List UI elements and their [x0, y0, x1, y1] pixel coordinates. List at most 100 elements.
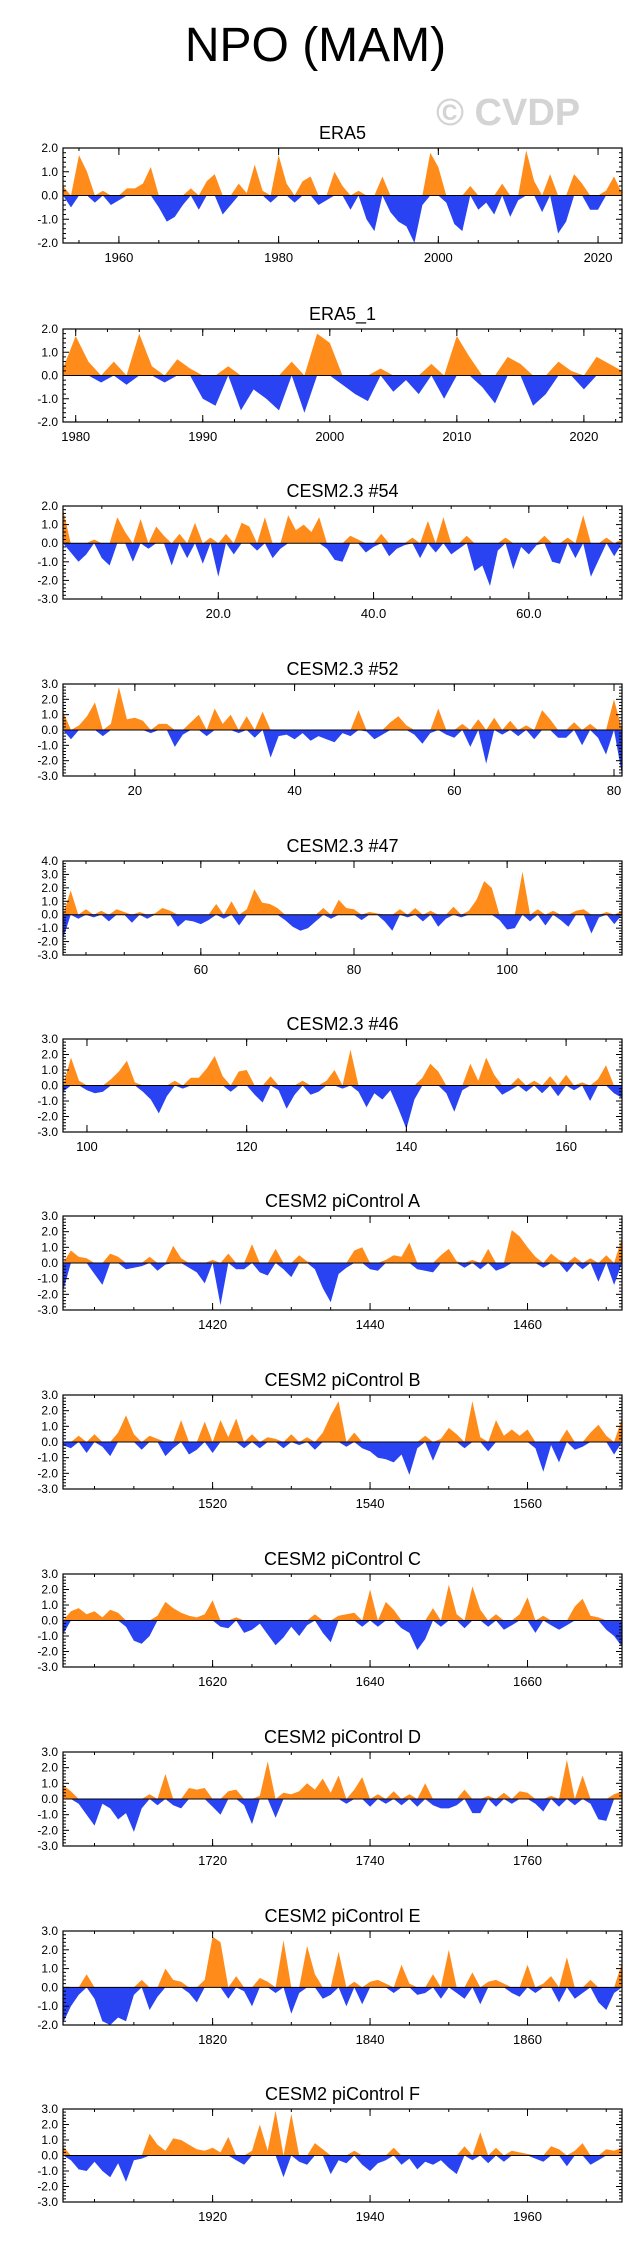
x-tick-label: 1860	[513, 2032, 542, 2047]
plot-frame	[62, 1930, 623, 2026]
x-tick-label: 1840	[356, 2032, 385, 2047]
x-tick-label: 1980	[264, 250, 293, 265]
series-positive-area	[63, 1759, 622, 1799]
plot-frame	[62, 505, 623, 600]
y-tick-label: -3.0	[37, 592, 58, 606]
series-positive-area	[63, 1049, 622, 1086]
y-tick-label: -2.0	[37, 1823, 58, 1837]
x-tick-label: 1620	[198, 1674, 227, 1689]
series-negative-area	[63, 2155, 622, 2182]
x-tick-label: 60.0	[516, 606, 541, 621]
chart-panel: CESM2 piControl A 3.0 2.01.0 0.0 -1.0-2.0 -3.…	[37, 1191, 623, 1332]
y-tick-label: -2.0	[37, 2180, 58, 2194]
y-tick-label: -1.0	[37, 1451, 58, 1465]
chart-title: CESM2.3 #46	[286, 1014, 398, 1034]
series-negative-area	[63, 1799, 622, 1832]
y-tick-label: 1.0	[41, 518, 58, 532]
x-tick-label: 1820	[198, 2032, 227, 2047]
y-tick-label: -3.0	[37, 1839, 58, 1853]
series-positive-area	[63, 687, 622, 730]
y-tick-label: -3.0	[37, 1303, 58, 1317]
y-tick-label: -1.0	[37, 738, 58, 752]
x-tick-label: 1420	[198, 1317, 227, 1332]
x-tick-label: 60	[194, 962, 208, 977]
x-tick-label: 1460	[513, 1317, 542, 1332]
y-tick-label: -1.0	[37, 1272, 58, 1286]
y-tick-label: 3.0	[41, 1924, 58, 1938]
x-tick-label: 60	[447, 783, 461, 798]
y-tick-label: 3.0	[41, 677, 58, 691]
y-tick-label: 1.0	[41, 1598, 58, 1612]
y-tick-label: -2.0	[37, 415, 58, 429]
x-tick-label: 2020	[584, 250, 613, 265]
y-tick-label: 1.0	[41, 1240, 58, 1254]
x-tick-label: 1660	[513, 1674, 542, 1689]
y-tick-label: 3.0	[41, 1032, 58, 1046]
y-tick-label: 0.0	[41, 2149, 58, 2163]
series-negative-area	[63, 1085, 622, 1129]
x-tick-label: 20	[128, 783, 142, 798]
chart-panel: CESM2.3 #46 3.0 2.01.0 0.0-1.0 -2.0-3.0 100 12…	[37, 1014, 623, 1154]
y-tick-label: -2.0	[37, 2018, 58, 2032]
x-tick-label: 1760	[513, 1853, 542, 1868]
series-positive-area	[63, 2110, 622, 2156]
y-tick-label: -2.0	[37, 236, 58, 250]
x-tick-label: 1520	[198, 1496, 227, 1511]
x-tick-label: 140	[396, 1139, 418, 1154]
x-tick-label: 2020	[569, 429, 598, 444]
series-positive-area	[63, 871, 622, 915]
y-tick-label: 2.0	[41, 1225, 58, 1239]
y-tick-label: 2.0	[41, 2118, 58, 2132]
y-tick-label: -1.0	[37, 555, 58, 569]
series-negative-area	[63, 195, 622, 243]
series-negative-area	[63, 914, 622, 939]
y-tick-label: -1.0	[37, 212, 58, 226]
chart-title: CESM2.3 #47	[286, 836, 398, 856]
y-tick-label: -2.0	[37, 935, 58, 949]
x-tick-label: 1740	[356, 1853, 385, 1868]
y-tick-label: 3.0	[41, 2102, 58, 2116]
chart-panel: CESM2 piControl F 3.0 2.01.0 0.0-1.0 -2.0-3.…	[37, 2084, 623, 2224]
y-tick-label: 2.0	[41, 322, 58, 336]
y-tick-label: 1.0	[41, 894, 58, 908]
series-negative-area	[63, 543, 622, 586]
chart-title: CESM2 piControl D	[264, 1727, 421, 1747]
chart-title: CESM2 piControl E	[264, 1906, 420, 1926]
series-positive-area	[63, 150, 622, 196]
y-tick-label: -1.0	[37, 1808, 58, 1822]
x-tick-label: 100	[496, 962, 518, 977]
y-tick-label: -2.0	[37, 1466, 58, 1480]
chart-panel: CESM2.3 #52 3.02.0 1.00.0-1.0 -2.0-3.0 20 40 6…	[37, 659, 623, 798]
series-positive-area	[63, 333, 622, 376]
chart-panel: CESM2 piControl E 3.0 2.0 1.0 0.0 -1.0 -2.0 182…	[37, 1906, 623, 2047]
y-tick-label: -3.0	[37, 948, 58, 962]
plot-frame	[62, 860, 623, 956]
series-positive-area	[63, 509, 622, 544]
chart-title: ERA5_1	[309, 304, 376, 325]
y-tick-label: 0.0	[41, 369, 58, 383]
series-positive-area	[63, 1230, 622, 1263]
y-tick-label: 0.0	[41, 1256, 58, 1270]
series-negative-area	[63, 730, 622, 775]
x-tick-label: 1440	[356, 1317, 385, 1332]
series-positive-area	[63, 1584, 622, 1621]
y-tick-label: 1.0	[41, 2133, 58, 2147]
y-tick-label: -1.0	[37, 1094, 58, 1108]
y-tick-label: -3.0	[37, 1482, 58, 1496]
y-tick-label: 3.0	[41, 1745, 58, 1759]
y-tick-label: 2.0	[41, 1761, 58, 1775]
y-tick-label: 3.0	[41, 1209, 58, 1223]
chart-panel: CESM2 piControl D 3.0 2.01.0 0.0 -1.0-2.0 -3.…	[37, 1727, 623, 1868]
chart-panel: CESM2 piControl C 3.0 2.01.0 0.0-1.0 -2.0-3.…	[37, 1549, 623, 1689]
chart-title: CESM2 piControl F	[265, 2084, 420, 2104]
chart-title: CESM2 piControl B	[264, 1370, 420, 1390]
y-tick-label: 3.0	[41, 867, 58, 881]
y-tick-label: 0.0	[41, 536, 58, 550]
y-tick-label: 1.0	[41, 1776, 58, 1790]
x-tick-label: 100	[76, 1139, 98, 1154]
y-tick-label: -1.0	[37, 921, 58, 935]
x-tick-label: 1540	[356, 1496, 385, 1511]
y-tick-label: -2.0	[37, 1287, 58, 1301]
x-tick-label: 1960	[104, 250, 133, 265]
